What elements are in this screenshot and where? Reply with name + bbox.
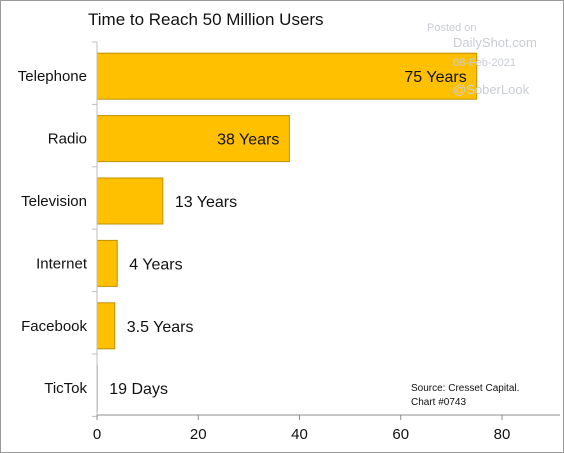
category-label-telephone: Telephone xyxy=(18,68,87,85)
watermark: Posted on DailyShot.com 08-Feb-2021 @Sob… xyxy=(427,22,537,97)
source-note: Source: Cresset Capital. Chart #0743 xyxy=(411,383,519,408)
source-line-2: Chart #0743 xyxy=(411,397,466,408)
bar-facebook xyxy=(96,302,116,350)
bar-television xyxy=(96,177,164,225)
data-label-telephone: 75 Years xyxy=(404,69,466,86)
bar-internet xyxy=(96,239,118,287)
watermark-handle: @SoberLook xyxy=(453,82,530,97)
axes-group: 0 20 40 60 80 xyxy=(92,41,560,443)
data-label-tictok: 19 Days xyxy=(109,381,168,398)
data-label-facebook: 3.5 Years xyxy=(127,319,194,336)
data-label-internet: 4 Years xyxy=(129,256,182,273)
watermark-posted-on: Posted on xyxy=(427,22,477,34)
category-labels-group: Telephone Radio Television Internet Facebook… xyxy=(18,68,88,397)
watermark-site: DailyShot.com xyxy=(453,35,537,50)
data-label-radio: 38 Years xyxy=(217,132,279,149)
category-label-tictok: TicTok xyxy=(44,380,87,397)
x-tick-label-80: 80 xyxy=(494,426,511,443)
category-label-internet: Internet xyxy=(36,255,88,272)
x-tick-label-0: 0 xyxy=(93,426,101,443)
category-label-television: Television xyxy=(21,193,87,210)
category-label-facebook: Facebook xyxy=(21,318,87,335)
bar-radio xyxy=(96,115,290,163)
x-tick-label-20: 20 xyxy=(190,426,207,443)
bar-telephone xyxy=(96,52,478,100)
category-label-radio: Radio xyxy=(48,131,87,148)
watermark-date: 08-Feb-2021 xyxy=(453,57,516,69)
bars-group xyxy=(96,52,478,412)
chart-title: Time to Reach 50 Million Users xyxy=(88,10,324,29)
x-tick-label-60: 60 xyxy=(392,426,409,443)
data-labels-group: 75 Years 38 Years 13 Years 4 Years 3.5 Years… xyxy=(109,69,466,398)
data-label-television: 13 Years xyxy=(175,194,237,211)
x-tick-label-40: 40 xyxy=(291,426,308,443)
source-line-1: Source: Cresset Capital. xyxy=(411,383,519,394)
